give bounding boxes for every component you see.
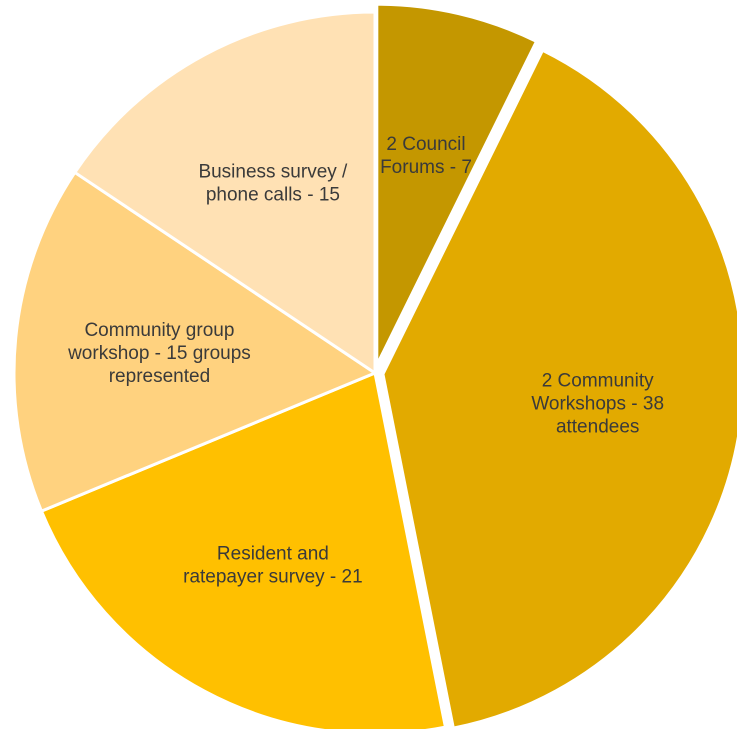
- pie-slice-label-line: Workshops - 38: [531, 393, 664, 414]
- pie-slice-label-3: Resident and ratepayer survey - 21: [183, 544, 363, 588]
- pie-slice-4: [12, 170, 377, 513]
- pie-slice-2: [381, 48, 737, 729]
- pie-slice-label-line: workshop - 15 groups: [67, 343, 251, 364]
- pie-slice-5: [73, 10, 377, 375]
- pie-slices: [12, 2, 737, 729]
- pie-slice-1: [375, 2, 538, 367]
- pie-slice-3: [39, 371, 447, 729]
- pie-slice-label-4: Community group workshop - 15 groups repre…: [67, 320, 251, 387]
- pie-slice-label-line: represented: [109, 366, 210, 387]
- pie-slice-label-line: 2 Council: [386, 134, 465, 155]
- pie-slice-label-line: Business survey /: [198, 161, 348, 182]
- pie-slice-label-line: Community group: [84, 320, 234, 341]
- pie-slice-label-line: Resident and: [217, 544, 329, 565]
- pie-slice-label-line: phone calls - 15: [206, 184, 340, 205]
- pie-slice-label-1: 2 Council Forums - 7: [380, 134, 472, 178]
- pie-slice-label-line: ratepayer survey - 21: [183, 567, 363, 588]
- pie-slice-label-line: attendees: [556, 416, 639, 437]
- pie-labels: 2 Council Forums - 7 2 Community Workshops …: [67, 134, 664, 588]
- pie-slice-label-5: Business survey / phone calls - 15: [198, 161, 348, 205]
- pie-slice-label-line: Forums - 7: [380, 157, 472, 178]
- pie-slice-label-2: 2 Community Workshops - 38 attendees: [531, 370, 664, 437]
- pie-slice-label-line: 2 Community: [542, 370, 654, 391]
